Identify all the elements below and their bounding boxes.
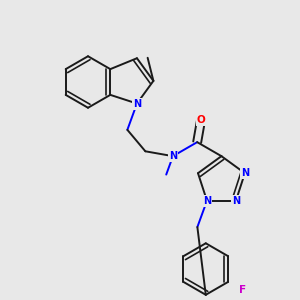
Text: N: N [169,151,177,161]
Text: N: N [203,196,211,206]
Text: N: N [241,168,249,178]
Text: F: F [239,285,246,295]
Text: O: O [197,115,206,125]
Text: N: N [133,98,141,109]
Text: N: N [232,196,240,206]
